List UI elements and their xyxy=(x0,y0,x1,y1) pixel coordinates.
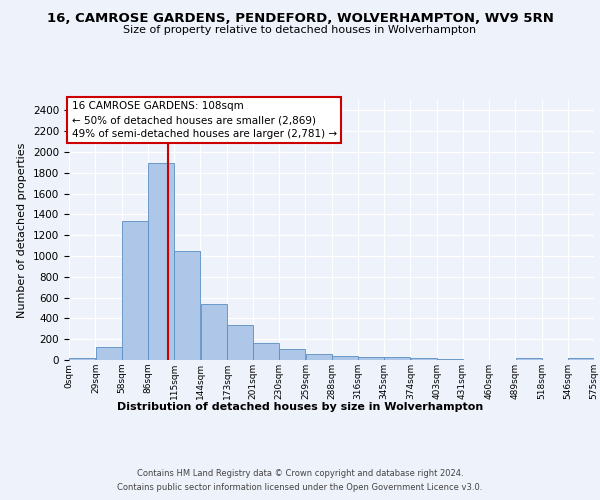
Bar xyxy=(568,358,594,360)
Bar xyxy=(200,304,227,360)
Bar xyxy=(69,358,95,360)
Text: 16 CAMROSE GARDENS: 108sqm
← 50% of detached houses are smaller (2,869)
49% of s: 16 CAMROSE GARDENS: 108sqm ← 50% of deta… xyxy=(71,102,337,140)
Bar xyxy=(332,356,358,360)
Bar xyxy=(253,343,279,360)
Text: Contains public sector information licensed under the Open Government Licence v3: Contains public sector information licen… xyxy=(118,483,482,492)
Bar xyxy=(122,220,148,360)
Bar xyxy=(148,164,174,360)
Text: Contains HM Land Registry data © Crown copyright and database right 2024.: Contains HM Land Registry data © Crown c… xyxy=(137,469,463,478)
Bar xyxy=(227,325,253,360)
Bar xyxy=(437,359,463,360)
Bar xyxy=(515,358,542,360)
Bar xyxy=(279,348,305,360)
Y-axis label: Number of detached properties: Number of detached properties xyxy=(17,142,28,318)
Bar xyxy=(95,347,122,360)
Bar xyxy=(358,357,384,360)
Bar xyxy=(384,358,410,360)
Text: 16, CAMROSE GARDENS, PENDEFORD, WOLVERHAMPTON, WV9 5RN: 16, CAMROSE GARDENS, PENDEFORD, WOLVERHA… xyxy=(47,12,553,26)
Text: Size of property relative to detached houses in Wolverhampton: Size of property relative to detached ho… xyxy=(124,25,476,35)
Text: Distribution of detached houses by size in Wolverhampton: Distribution of detached houses by size … xyxy=(117,402,483,412)
Bar xyxy=(410,358,437,360)
Bar xyxy=(305,354,332,360)
Bar xyxy=(174,252,200,360)
